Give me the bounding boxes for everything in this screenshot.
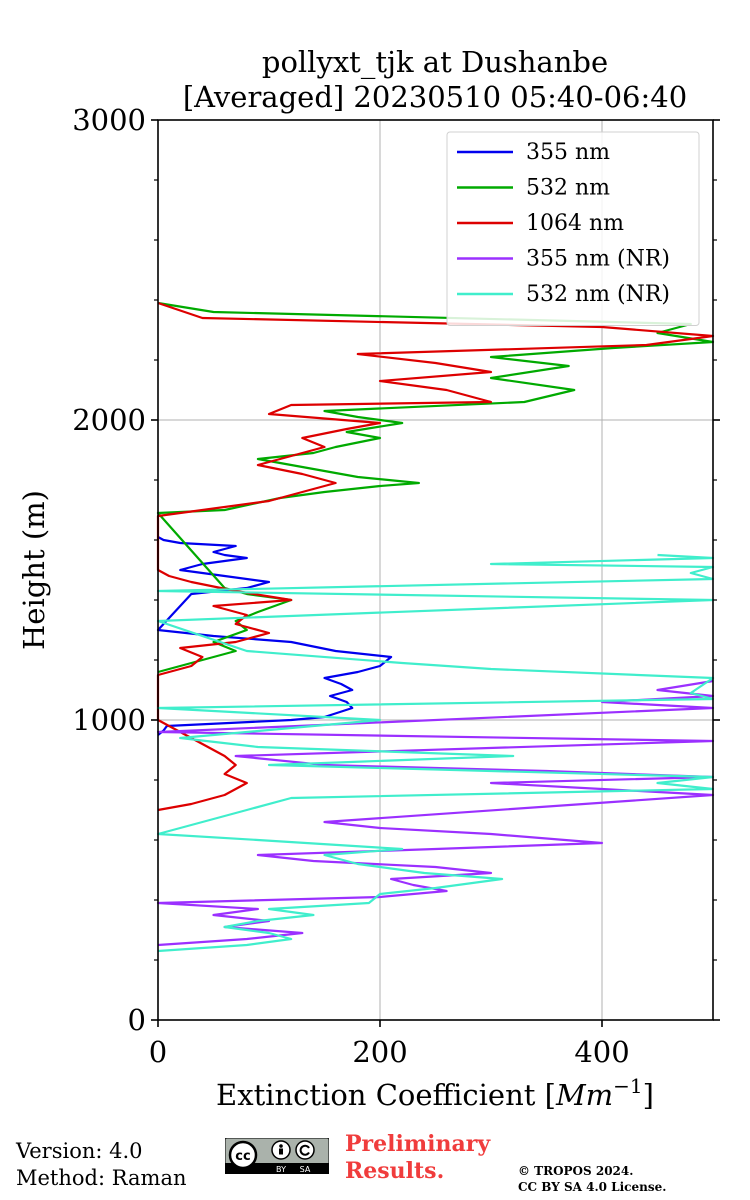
legend-label: 355 nm (NR) [526,247,670,272]
x-axis-label-main: Extinction Coefficient [ [216,1078,556,1112]
legend-label: 532 nm [526,176,610,201]
method-text: Method: Raman [16,1166,187,1190]
series-lines [156,301,715,953]
axis-ticks: 0 200 400 0 1000 2000 3000 [72,103,720,1069]
attribution-icon-body [279,1148,283,1155]
cc-logo-icon [228,1140,258,1170]
copyright-line-2: CC BY SA 4.0 License. [518,1180,667,1194]
version-text: Version: 4.0 [16,1139,143,1163]
y-tick-label: 2000 [72,403,146,437]
chart-title-line-1: pollyxt_tjk at Dushanbe [262,45,608,80]
y-tick-label: 1000 [72,703,146,737]
x-axis-label-close: ] [643,1078,654,1112]
series-line-1 [156,536,393,736]
preliminary-label-line-2: Results. [345,1158,445,1184]
share-alike-icon-arrow [299,1144,310,1156]
chart-title-line-2: [Averaged] 20230510 05:40-06:40 [183,80,687,114]
preliminary-label-line-1: Preliminary [345,1131,491,1157]
badge-cc-text: cc [235,1149,250,1164]
legend-box [446,131,700,326]
badge-sa-text: SA [300,1165,311,1174]
x-axis-label: Extinction Coefficient [Mm−1] [216,1074,654,1112]
y-axis-label: Height (m) [17,490,51,650]
x-tick-label: 200 [352,1035,407,1069]
legend-label: 355 nm [526,140,610,165]
legend-label: 532 nm (NR) [526,282,670,307]
y-tick-label: 0 [128,1003,146,1037]
x-axis-label-exponent: −1 [613,1074,642,1098]
y-tick-label: 3000 [72,103,146,137]
attribution-icon-head [279,1144,283,1148]
series-line-2 [156,301,715,674]
share-alike-icon [295,1140,315,1160]
badge-by-text: BY [276,1165,286,1174]
x-axis-label-unit: Mm [555,1078,613,1112]
cc-license-badge[interactable]: cc BY SA [225,1138,329,1174]
plot-frame [157,119,714,1021]
legend-label: 1064 nm [526,211,624,236]
series-line-4 [156,679,715,947]
extinction-chart: pollyxt_tjk at Dushanbe [Averaged] 20230… [17,45,720,1112]
legend: 355 nm 532 nm 1064 nm 355 nm (NR) 532 nm (NR… [446,131,700,326]
x-tick-label: 0 [149,1035,167,1069]
x-tick-label: 400 [574,1035,629,1069]
copyright-line-1: © TROPOS 2024. [518,1164,634,1178]
